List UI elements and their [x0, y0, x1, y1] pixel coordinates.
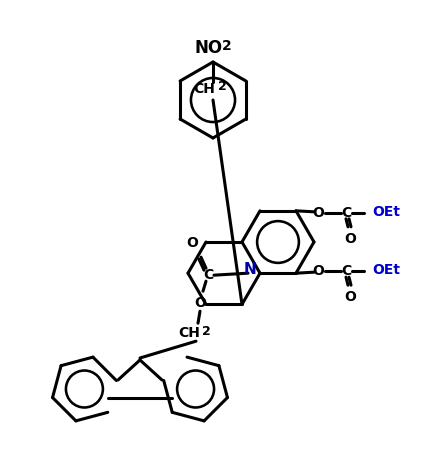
Text: O: O	[344, 232, 356, 246]
Text: 2: 2	[222, 39, 232, 53]
Text: O: O	[186, 236, 198, 250]
Text: 2: 2	[218, 80, 227, 93]
Text: CH: CH	[178, 326, 200, 340]
Text: O: O	[344, 290, 356, 304]
Text: O: O	[194, 296, 206, 310]
Text: N: N	[244, 262, 256, 276]
Text: OEt: OEt	[372, 205, 400, 219]
Text: C: C	[341, 264, 351, 278]
Text: O: O	[312, 206, 324, 220]
Text: NO: NO	[195, 39, 223, 57]
Text: 2: 2	[201, 325, 210, 338]
Text: CH: CH	[193, 82, 215, 96]
Text: O: O	[312, 264, 324, 278]
Text: OEt: OEt	[372, 263, 400, 277]
Text: C: C	[341, 206, 351, 220]
Text: C: C	[203, 268, 213, 282]
